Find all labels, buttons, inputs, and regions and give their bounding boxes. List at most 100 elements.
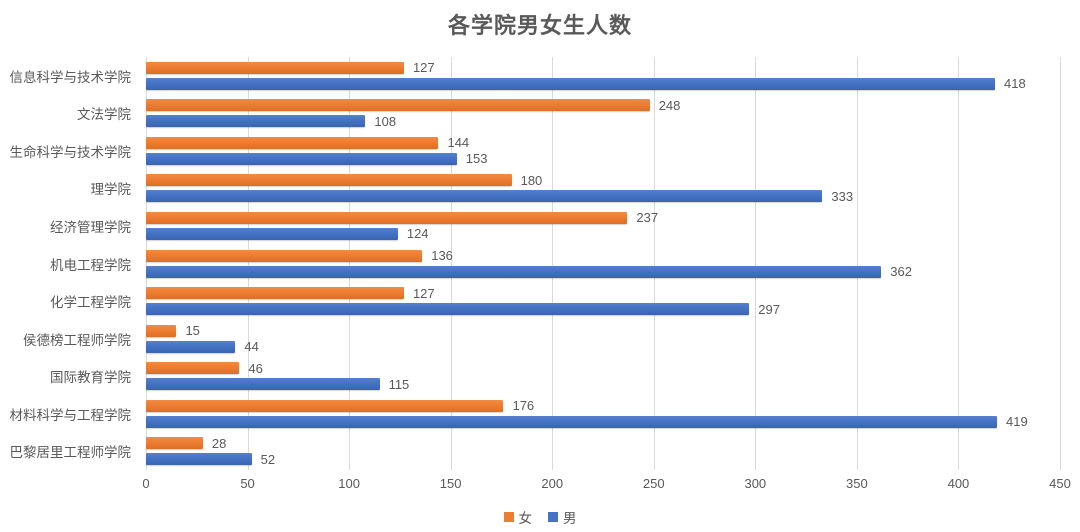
- female-bar-line: 28: [146, 435, 1060, 451]
- male-bar-value-label: 52: [260, 451, 276, 467]
- gridline: [653, 57, 655, 470]
- male-bar-line: 44: [146, 339, 1060, 355]
- male-bar-line: 419: [146, 414, 1060, 430]
- x-tick-label: 200: [541, 476, 564, 491]
- male-bar-value-label: 333: [831, 188, 854, 204]
- x-tick-label: 450: [1049, 476, 1071, 491]
- female-bar-value-label: 237: [636, 210, 659, 226]
- female-bar-value-label: 15: [185, 323, 200, 339]
- bar-row: 15 44: [146, 320, 1060, 358]
- bar-row: 136 362: [146, 245, 1060, 283]
- male-bar: [146, 453, 252, 466]
- male-bar: [146, 265, 882, 278]
- male-bar-value-label: 362: [890, 264, 912, 279]
- male-bar-line: 297: [146, 301, 1060, 317]
- male-bar-line: 153: [146, 151, 1060, 167]
- male-bar-value-label: 297: [758, 301, 780, 317]
- female-bar-value-label: 180: [520, 172, 543, 188]
- category-label: 生命科学与技术学院: [9, 144, 132, 160]
- female-bar-line: 248: [146, 97, 1060, 113]
- male-bar: [146, 303, 750, 316]
- gridline: [349, 57, 351, 470]
- female-bar-value-label: 248: [658, 97, 681, 113]
- legend-label-female: 女: [518, 511, 533, 526]
- female-bar-line: 15: [146, 323, 1060, 339]
- female-bar: [146, 61, 404, 74]
- male-bar-line: 115: [146, 376, 1060, 392]
- bar-row: 180 333: [146, 170, 1060, 208]
- gridline: [247, 57, 249, 470]
- y-axis-category-labels: 信息科学与技术学院 文法学院 生命科学与技术学院 理学院 经济管理学院 机电工程学院 化学工…: [0, 57, 140, 470]
- female-bar-value-label: 136: [431, 248, 453, 263]
- bar-row: 46 115: [146, 357, 1060, 395]
- male-bar-line: 333: [146, 188, 1060, 204]
- gridline: [450, 57, 452, 470]
- category-label: 国际教育学院: [50, 370, 131, 386]
- bar-row: 28 52: [146, 432, 1060, 470]
- male-bar: [146, 227, 398, 240]
- x-tick-label: 150: [439, 476, 462, 491]
- male-bar-value-label: 153: [465, 151, 488, 167]
- female-bar-line: 176: [146, 398, 1060, 414]
- female-bar: [146, 211, 628, 224]
- male-bar: [146, 152, 457, 165]
- bar-row: 248 108: [146, 95, 1060, 133]
- gridline: [755, 57, 757, 470]
- female-bar: [146, 362, 240, 375]
- male-bar: [146, 190, 823, 203]
- female-bar: [146, 174, 512, 187]
- female-bar-value-label: 28: [211, 435, 227, 451]
- bar-rows: 127 418 248 108 144 153 180 333 237 124 136 362 127 2…: [146, 57, 1060, 470]
- male-bar: [146, 77, 995, 90]
- bar-row: 144 153: [146, 132, 1060, 170]
- male-bar-line: 418: [146, 76, 1060, 92]
- x-axis: 0 50 100 150 200 250 300 350 400 450: [0, 476, 1080, 494]
- female-bar-line: 144: [146, 136, 1060, 149]
- x-tick-label: 100: [338, 476, 360, 491]
- category-label: 侯德榜工程师学院: [23, 332, 131, 348]
- x-tick-label: 250: [642, 476, 665, 491]
- female-legend-swatch-icon: [503, 512, 514, 522]
- female-bar-value-label: 176: [512, 398, 535, 414]
- gridline: [958, 57, 960, 470]
- female-bar-value-label: 46: [248, 360, 263, 376]
- chart-title: 各学院男女生人数: [447, 13, 632, 38]
- male-bar-line: 124: [146, 227, 1060, 240]
- category-label: 机电工程学院: [50, 257, 131, 273]
- male-bar-value-label: 44: [244, 339, 259, 355]
- female-bar-line: 127: [146, 287, 1060, 300]
- male-bar: [146, 378, 380, 391]
- female-bar-line: 46: [146, 360, 1060, 376]
- male-bar-line: 362: [146, 264, 1060, 279]
- male-bar-value-label: 419: [1006, 414, 1028, 430]
- female-bar: [146, 437, 203, 450]
- category-label: 巴黎居里工程师学院: [9, 445, 132, 461]
- female-bar-line: 127: [146, 61, 1060, 74]
- x-tick-label: 0: [142, 476, 150, 491]
- category-label: 化学工程学院: [50, 295, 131, 311]
- female-bar: [146, 399, 504, 412]
- female-bar: [146, 249, 423, 262]
- gridline: [146, 57, 147, 470]
- bar-row: 176 419: [146, 395, 1060, 433]
- x-tick-label: 50: [240, 476, 255, 491]
- male-bar-line: 52: [146, 451, 1060, 467]
- female-bar: [146, 324, 177, 337]
- x-tick-label: 300: [744, 476, 767, 491]
- male-bar-value-label: 418: [1004, 76, 1026, 92]
- bar-row: 127 418: [146, 57, 1060, 95]
- male-bar-value-label: 115: [388, 376, 410, 392]
- female-bar: [146, 136, 439, 149]
- category-label: 理学院: [90, 182, 132, 198]
- male-bar-line: 108: [146, 113, 1060, 129]
- male-bar: [146, 415, 998, 428]
- gridline: [856, 57, 858, 470]
- category-label: 文法学院: [77, 107, 131, 123]
- male-bar-value-label: 108: [374, 113, 397, 129]
- legend-label-male: 男: [563, 511, 577, 526]
- x-tick-label: 400: [947, 476, 970, 491]
- category-label: 经济管理学院: [50, 219, 131, 235]
- bar-row: 237 124: [146, 207, 1060, 245]
- category-label: 材料科学与工程学院: [9, 407, 132, 423]
